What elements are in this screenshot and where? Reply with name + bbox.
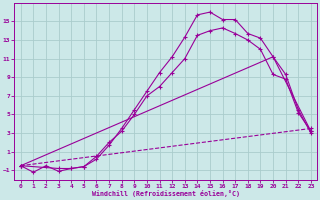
X-axis label: Windchill (Refroidissement éolien,°C): Windchill (Refroidissement éolien,°C) (92, 190, 240, 197)
